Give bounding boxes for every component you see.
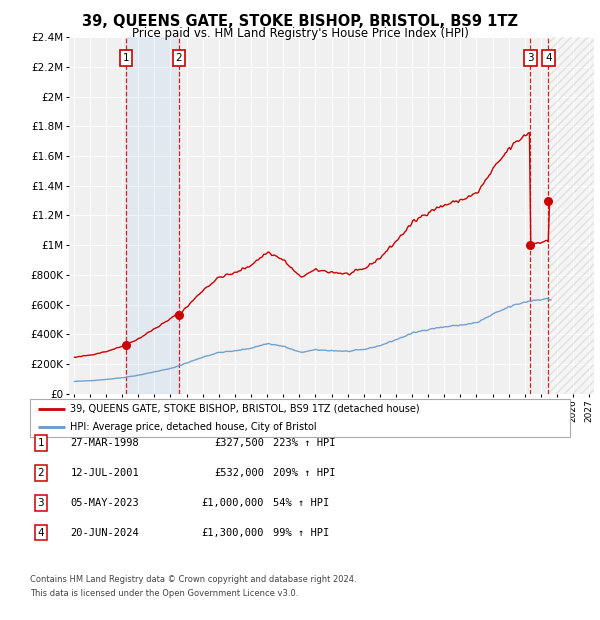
Text: 209% ↑ HPI: 209% ↑ HPI (273, 468, 335, 478)
Text: 3: 3 (527, 53, 533, 63)
Text: Price paid vs. HM Land Registry's House Price Index (HPI): Price paid vs. HM Land Registry's House … (131, 27, 469, 40)
Point (526, 240, 535, 250)
Text: £1,000,000: £1,000,000 (202, 498, 264, 508)
Text: 1: 1 (123, 53, 130, 63)
Text: Contains HM Land Registry data © Crown copyright and database right 2024.: Contains HM Land Registry data © Crown c… (30, 575, 356, 585)
Text: 54% ↑ HPI: 54% ↑ HPI (273, 498, 329, 508)
Text: HPI: Average price, detached house, City of Bristol: HPI: Average price, detached house, City… (71, 422, 317, 432)
Text: This data is licensed under the Open Government Licence v3.0.: This data is licensed under the Open Gov… (30, 589, 298, 598)
Bar (548, 37, 594, 394)
Text: 05-MAY-2023: 05-MAY-2023 (71, 498, 139, 508)
Text: 3: 3 (37, 498, 44, 508)
Text: 2: 2 (37, 468, 44, 478)
Text: 223% ↑ HPI: 223% ↑ HPI (273, 438, 335, 448)
Point (174, 310, 184, 320)
Text: 99% ↑ HPI: 99% ↑ HPI (273, 528, 329, 538)
Point (121, 340, 131, 350)
Text: £1,300,000: £1,300,000 (202, 528, 264, 538)
Text: 39, QUEENS GATE, STOKE BISHOP, BRISTOL, BS9 1TZ (detached house): 39, QUEENS GATE, STOKE BISHOP, BRISTOL, … (71, 404, 420, 414)
Text: 27-MAR-1998: 27-MAR-1998 (71, 438, 139, 448)
Text: 1: 1 (37, 438, 44, 448)
Text: 2: 2 (176, 53, 182, 63)
Point (544, 196, 553, 206)
Bar (548, 37, 594, 394)
Text: 4: 4 (545, 53, 552, 63)
Bar (126, 37, 179, 394)
Text: 39, QUEENS GATE, STOKE BISHOP, BRISTOL, BS9 1TZ: 39, QUEENS GATE, STOKE BISHOP, BRISTOL, … (82, 14, 518, 29)
Text: £532,000: £532,000 (214, 468, 264, 478)
Text: 20-JUN-2024: 20-JUN-2024 (71, 528, 139, 538)
Text: 12-JUL-2001: 12-JUL-2001 (71, 468, 139, 478)
Text: £327,500: £327,500 (214, 438, 264, 448)
Text: 4: 4 (37, 528, 44, 538)
